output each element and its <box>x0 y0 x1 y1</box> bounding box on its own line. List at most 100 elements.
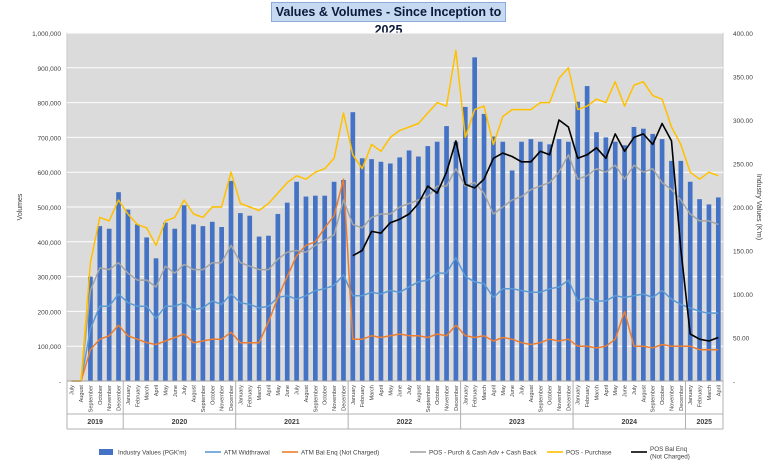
legend-swatch <box>99 449 113 455</box>
x-tick-label: March <box>257 385 263 401</box>
bar <box>650 133 656 381</box>
x-tick-label: January <box>463 385 469 405</box>
bar <box>697 199 702 381</box>
year-label: 2022 <box>397 419 413 426</box>
bar <box>547 144 552 381</box>
bar <box>528 139 534 381</box>
x-tick-label: August <box>192 385 198 403</box>
bar <box>594 132 599 381</box>
bar <box>153 258 159 381</box>
bar <box>659 139 665 381</box>
bar <box>256 236 262 381</box>
bar <box>181 205 187 381</box>
x-tick-label: June <box>623 385 629 397</box>
x-tick-label: May <box>501 385 507 396</box>
bar <box>294 181 299 381</box>
x-tick-label: April <box>154 385 160 396</box>
year-label: 2019 <box>87 419 103 426</box>
left-tick-label: 500,000 <box>38 205 62 212</box>
series-line <box>352 119 719 342</box>
bar <box>509 170 515 381</box>
bar <box>556 139 562 381</box>
right-tick-label: 200.00 <box>733 205 753 212</box>
x-tick-label: December <box>229 385 235 411</box>
right-axis-title: Industry Values (K'm) <box>755 174 762 240</box>
x-tick-label: April <box>604 385 610 396</box>
legend-label: ATM Widthrawal <box>224 450 270 457</box>
left-tick-label: 100,000 <box>38 344 62 351</box>
bar <box>500 141 506 381</box>
x-tick-label: March <box>370 385 376 401</box>
x-tick-label: July <box>407 385 413 395</box>
x-tick-label: June <box>510 385 516 397</box>
chart-title: Values & Volumes - Since Inception to 20… <box>271 2 506 37</box>
bar <box>584 86 590 381</box>
bar <box>134 224 140 381</box>
left-axis-title: Volumes <box>17 193 24 220</box>
year-label: 2024 <box>621 419 637 426</box>
left-tick-label: 800,000 <box>38 101 62 108</box>
bar <box>359 158 365 381</box>
x-tick-label: November <box>220 385 226 411</box>
bar <box>575 101 581 381</box>
x-tick-label: March <box>145 385 151 401</box>
series-line <box>71 178 719 382</box>
bar <box>406 150 412 381</box>
bar <box>369 159 374 381</box>
bar <box>453 141 459 381</box>
x-tick-label: October <box>548 385 554 405</box>
x-tick-label: September <box>538 385 544 412</box>
left-tick-label: 600,000 <box>38 170 62 177</box>
x-tick-label: October <box>210 385 216 405</box>
bar <box>313 195 318 381</box>
legend-label: ATM Bal Enq (Not Charged) <box>301 450 379 457</box>
x-tick-label: January <box>351 385 357 405</box>
x-tick-label: July <box>70 385 76 395</box>
x-tick-label: February <box>473 385 479 408</box>
x-tick-label: March <box>707 385 713 401</box>
right-tick-label: 300.00 <box>733 118 753 125</box>
right-tick-label: 50.00 <box>733 336 750 343</box>
x-tick-label: November <box>557 385 563 411</box>
x-tick-label: January <box>576 385 582 405</box>
left-tick-label: 1,000,000 <box>32 31 61 38</box>
bar <box>612 141 618 381</box>
bar <box>444 126 449 381</box>
x-tick-label: September <box>313 385 319 412</box>
right-tick-label: 250.00 <box>733 162 753 169</box>
x-tick-label: May <box>163 385 169 396</box>
x-tick-label: June <box>285 385 291 397</box>
x-tick-label: December <box>566 385 572 411</box>
x-tick-label: August <box>416 385 422 403</box>
x-tick-label: December <box>454 385 460 411</box>
bar <box>284 202 290 381</box>
x-tick-label: November <box>332 385 338 411</box>
bar <box>706 204 712 381</box>
x-tick-label: February <box>360 385 366 408</box>
x-tick-label: February <box>135 385 141 408</box>
bar <box>191 224 196 381</box>
bar <box>378 161 384 381</box>
x-tick-label: December <box>341 385 347 411</box>
x-tick-label: August <box>304 385 310 403</box>
bar <box>331 181 337 381</box>
series-line <box>71 154 719 382</box>
legend-label: (Not Charged) <box>650 453 690 460</box>
x-tick-label: February <box>698 385 704 408</box>
x-tick-label: January <box>238 385 244 405</box>
bar <box>481 113 487 381</box>
bar <box>462 106 468 381</box>
x-tick-label: May <box>613 385 619 396</box>
x-tick-label: February <box>585 385 591 408</box>
right-tick-label: 350.00 <box>733 75 753 82</box>
bar <box>622 145 627 381</box>
x-tick-label: May <box>388 385 394 396</box>
bar <box>416 156 421 381</box>
left-tick-label: - <box>59 379 61 386</box>
year-label: 2025 <box>696 419 712 426</box>
x-tick-label: October <box>98 385 104 405</box>
x-tick-label: August <box>641 385 647 403</box>
x-tick-label: March <box>482 385 488 401</box>
x-tick-label: August <box>529 385 535 403</box>
